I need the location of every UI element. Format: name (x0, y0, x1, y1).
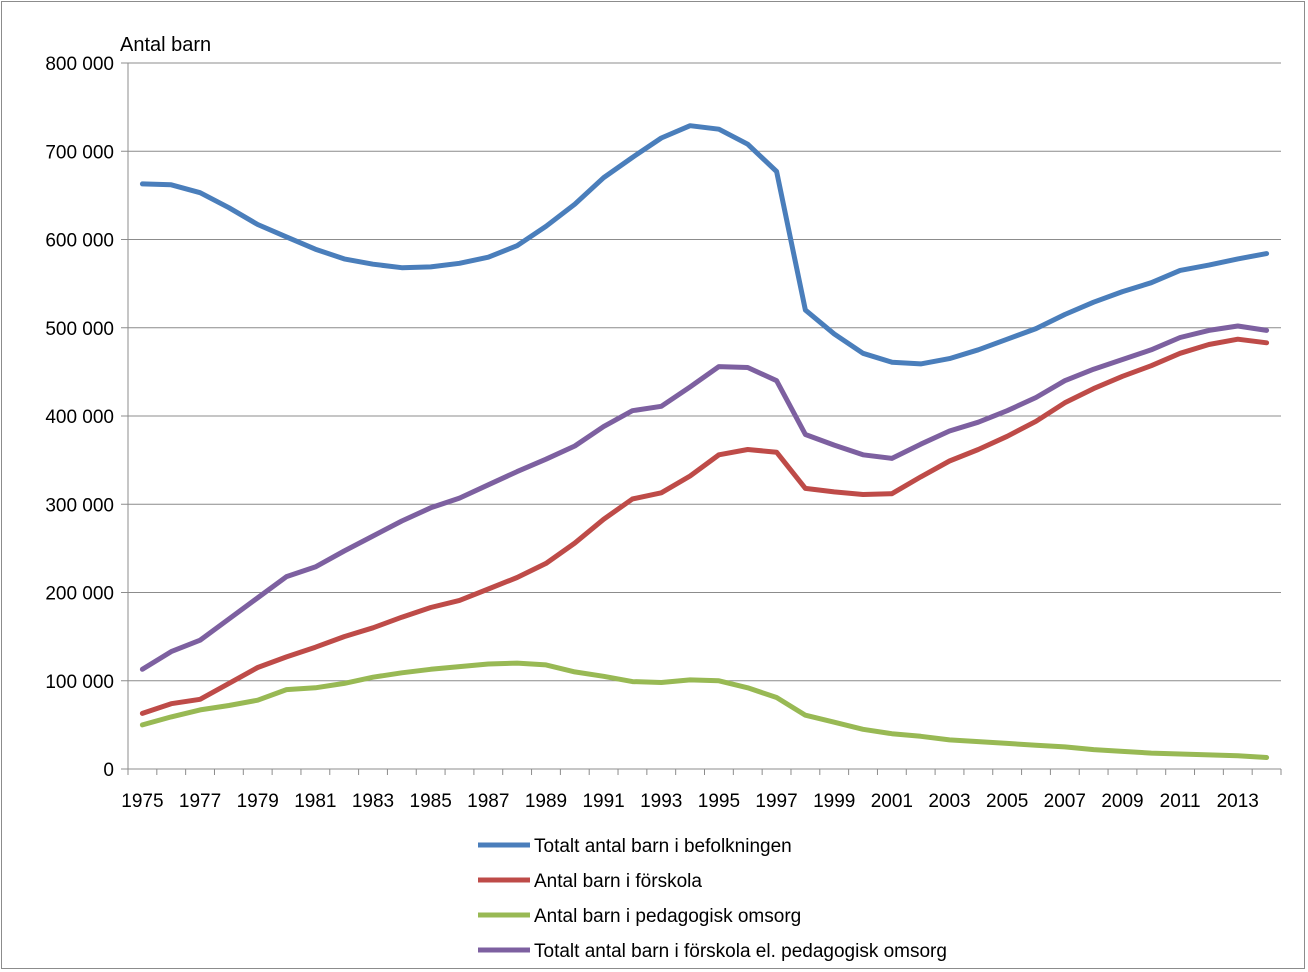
x-tick-label: 1977 (179, 791, 221, 812)
x-tick-label: 1979 (237, 791, 279, 812)
series-line-3 (139, 660, 1270, 760)
legend: Totalt antal barn i befolkningen Antal ba… (478, 836, 947, 962)
x-tick-label: 2005 (986, 791, 1028, 812)
axes: 0 100 000 200 000 300 000 400 000 500 000 600 … (45, 54, 1282, 812)
y-tick-label: 100 000 (45, 672, 114, 693)
y-tick-label: 400 000 (45, 407, 114, 428)
y-tick-label: 200 000 (45, 584, 114, 605)
y-axis-label: Antal barn (120, 34, 211, 56)
legend-item: Totalt antal barn i förskola el. pedagog… (478, 941, 947, 962)
x-tick-label: 1975 (121, 791, 163, 812)
x-tick-label: 2003 (928, 791, 970, 812)
x-tick-label: 1993 (640, 791, 682, 812)
y-tick-label: 500 000 (45, 319, 114, 340)
legend-label: Totalt antal barn i befolkningen (534, 836, 792, 857)
legend-item: Antal barn i pedagogisk omsorg (478, 906, 801, 927)
x-tick-label: 2007 (1044, 791, 1086, 812)
y-tick-label: 600 000 (45, 231, 114, 252)
x-tick-label: 1997 (755, 791, 797, 812)
series-line-4 (139, 323, 1270, 672)
x-tick-label: 2013 (1217, 791, 1259, 812)
legend-label: Antal barn i pedagogisk omsorg (534, 906, 801, 927)
y-tick-label: 300 000 (45, 495, 114, 516)
legend-label: Antal barn i förskola (534, 871, 702, 892)
x-tick-label: 1987 (467, 791, 509, 812)
y-tick-label: 0 (103, 760, 114, 781)
series-lines (139, 123, 1270, 760)
x-tick-label: 2009 (1101, 791, 1143, 812)
x-tick-label: 1999 (813, 791, 855, 812)
y-tick-label: 700 000 (45, 142, 114, 163)
legend-item: Antal barn i förskola (478, 871, 702, 892)
series-line-1 (139, 123, 1270, 367)
legend-item: Totalt antal barn i befolkningen (478, 836, 792, 857)
x-tick-label: 1983 (352, 791, 394, 812)
x-tick-label: 2001 (871, 791, 913, 812)
x-tick-label: 1989 (525, 791, 567, 812)
x-tick-label: 1991 (582, 791, 624, 812)
x-tick-label: 2011 (1160, 791, 1201, 812)
y-tick-label: 800 000 (45, 54, 114, 75)
grid-lines (128, 62, 1281, 682)
legend-label: Totalt antal barn i förskola el. pedagog… (534, 941, 947, 962)
series-line-2 (139, 336, 1270, 716)
x-tick-label: 1985 (410, 791, 452, 812)
x-tick-label: 1981 (294, 791, 336, 812)
x-tick-label: 1995 (698, 791, 740, 812)
